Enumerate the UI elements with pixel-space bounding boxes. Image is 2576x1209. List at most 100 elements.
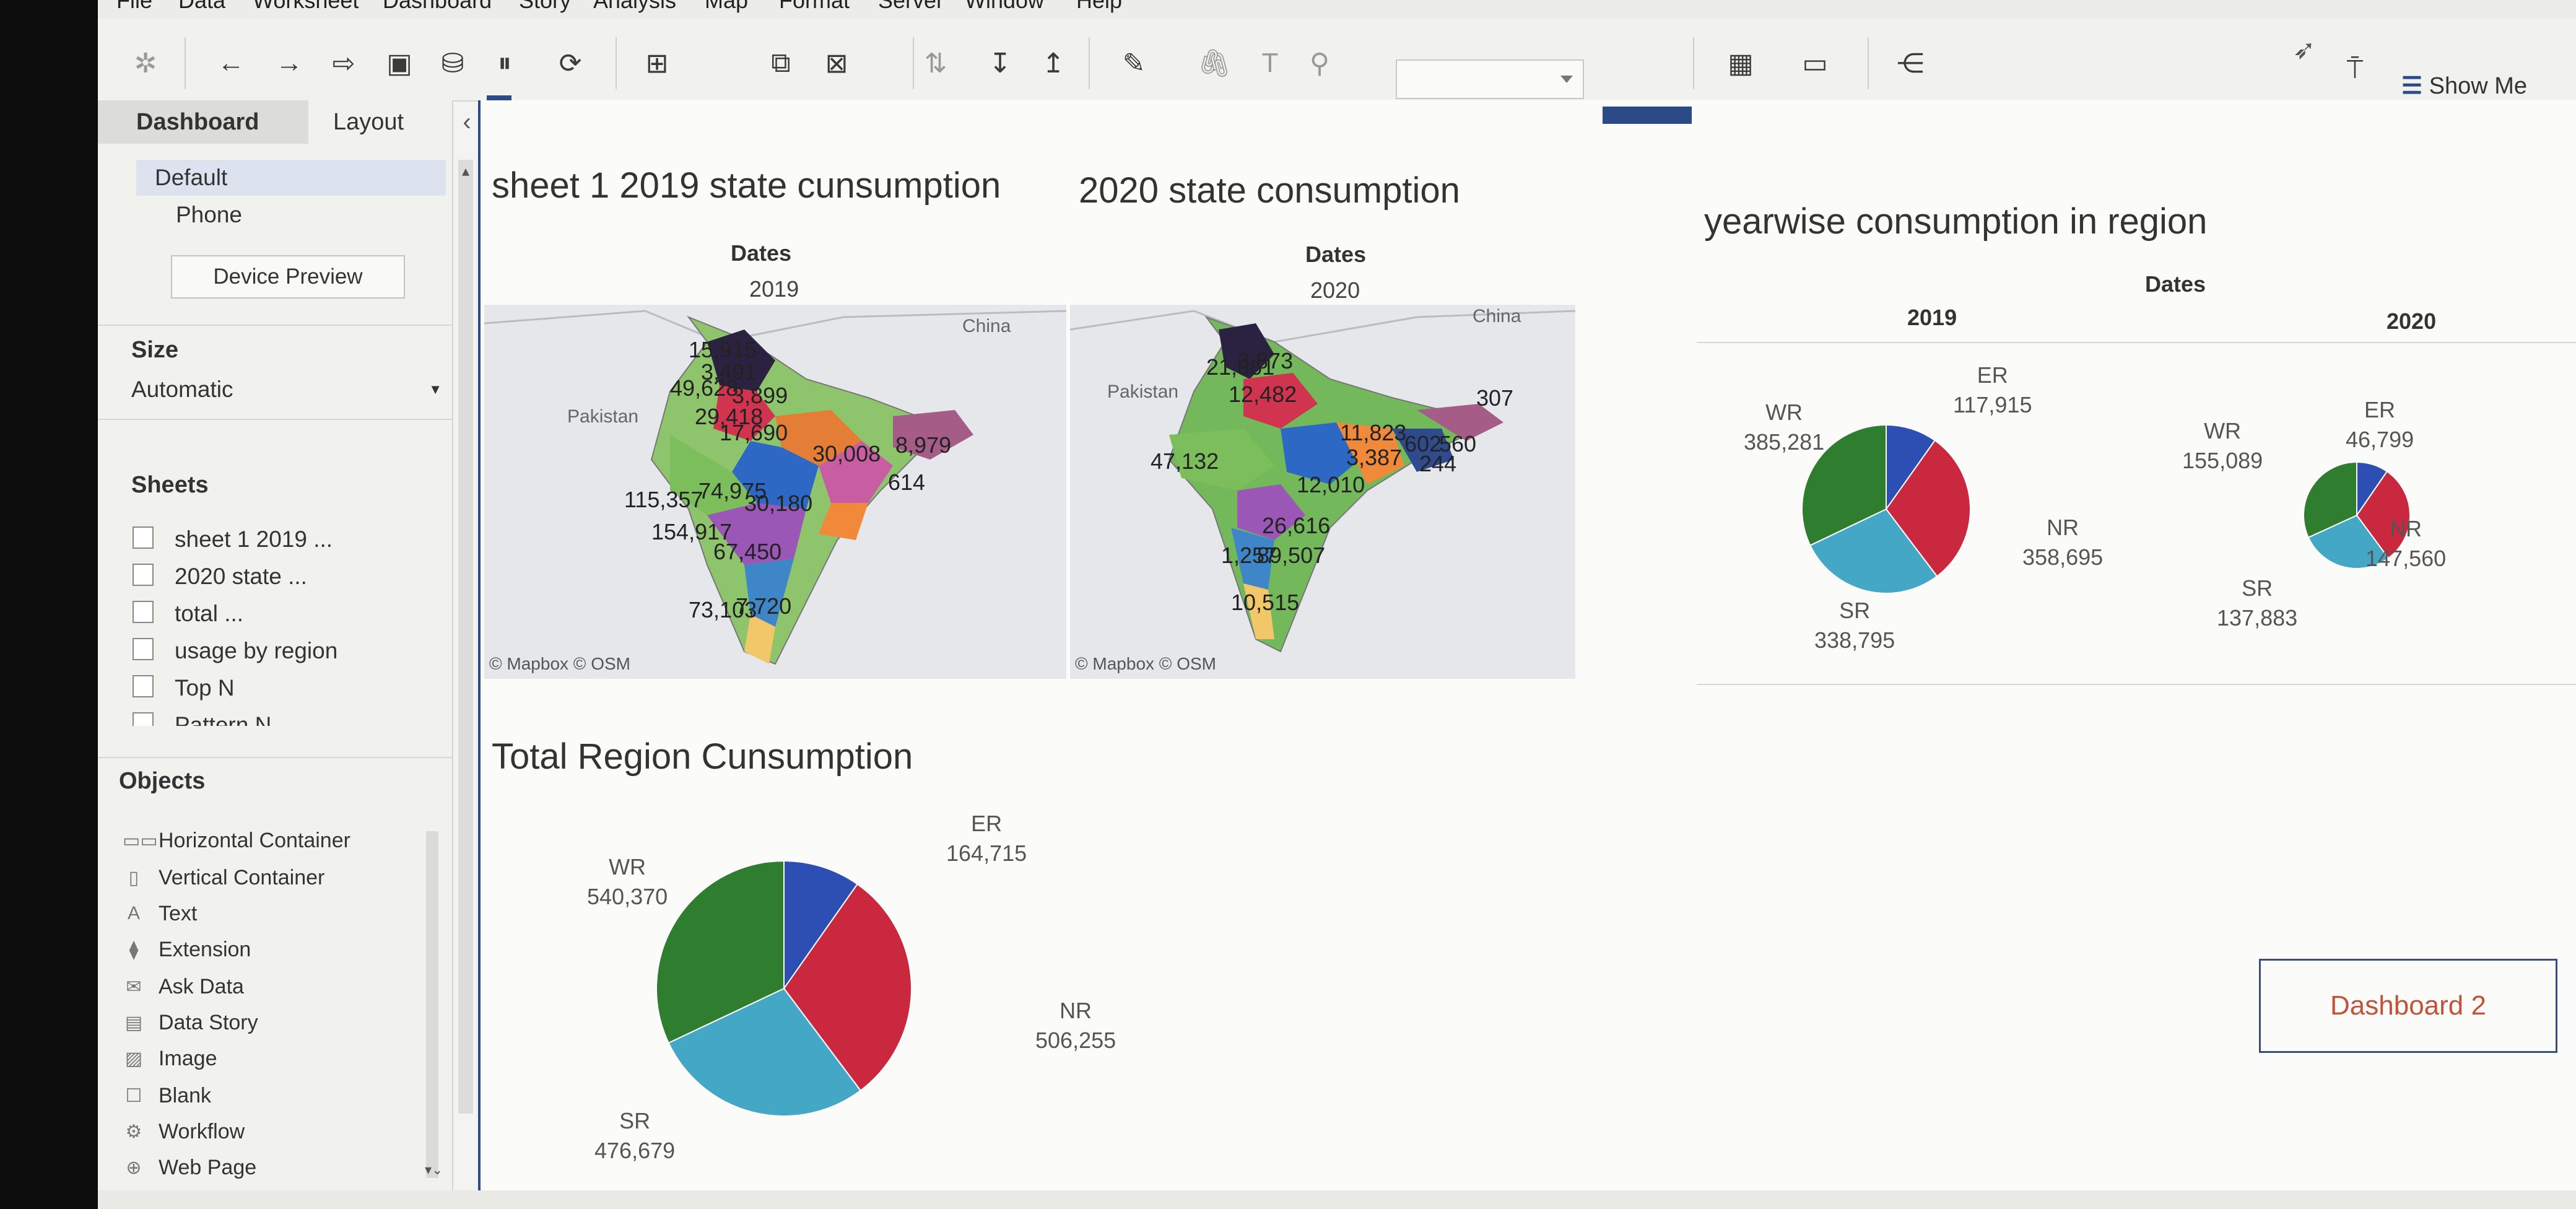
left-panel: Dashboard Layout ‹ ✕ ▾ Default Phone Dev…: [98, 95, 511, 1209]
device-preview-button[interactable]: Device Preview: [171, 255, 405, 299]
replay-icon[interactable]: ⇨: [332, 48, 355, 79]
menu-server[interactable]: Server: [878, 0, 944, 13]
show-me-button[interactable]: ☰ Show Me: [2401, 72, 2527, 100]
undo-icon[interactable]: ←: [217, 48, 245, 78]
pie-slice-nr[interactable]: [783, 883, 912, 1092]
sheet-item-label: Pattern N: [175, 712, 272, 726]
menu-help[interactable]: Help: [1076, 0, 1123, 13]
duplicate-icon[interactable]: ⧉: [771, 48, 791, 78]
pie-2020-value-wr: 155,089: [2182, 448, 2263, 473]
object-text[interactable]: A Text: [98, 898, 420, 930]
map-value-label: 3,491: [701, 359, 757, 385]
object-workflow[interactable]: ⚙ Workflow: [98, 1116, 420, 1148]
new-datasource-icon[interactable]: ⛁: [441, 48, 464, 79]
pin-icon[interactable]: ⚲: [1309, 48, 1330, 79]
sheet-item[interactable]: usage by region: [98, 635, 452, 669]
pie-slice-nr[interactable]: [1885, 439, 1971, 577]
map-2020[interactable]: Pakistan China 21,861 3,873 12,482 307 4…: [1070, 305, 1575, 679]
menu-format[interactable]: Format: [779, 0, 850, 13]
map-2020-shape: [1070, 310, 1575, 653]
drag-handle[interactable]: [1603, 107, 1692, 124]
size-dropdown[interactable]: Automatic ▼: [131, 375, 447, 406]
device-phone[interactable]: Phone: [176, 202, 242, 227]
object-vertical-container[interactable]: ▯ Vertical Container: [98, 862, 420, 894]
scroll-down-icon[interactable]: ▾⌄: [425, 1162, 443, 1177]
menu-story[interactable]: Story: [519, 0, 572, 13]
object-horizontal-container[interactable]: ▭▭ Horizontal Container: [98, 825, 420, 857]
object-label: Workflow: [159, 1120, 245, 1143]
menu-map[interactable]: Map: [705, 0, 749, 13]
map-credit: © Mapbox © OSM: [1075, 654, 1216, 673]
object-extension[interactable]: ⧫ Extension: [98, 934, 420, 966]
menu-window[interactable]: Window: [965, 0, 1045, 13]
pie-slice-wr[interactable]: [656, 860, 785, 1044]
pause-icon[interactable]: ⏸: [498, 48, 511, 78]
collapse-panel-icon[interactable]: ‹: [463, 108, 471, 136]
tab-dashboard[interactable]: Dashboard: [98, 100, 308, 144]
object-ask-data[interactable]: ✉ Ask Data: [98, 971, 420, 1003]
refresh-icon[interactable]: ⟳: [559, 48, 582, 79]
sheet-item[interactable]: Pattern N: [98, 710, 452, 726]
pie-slice-wr[interactable]: [1801, 424, 1887, 546]
paint-roller-icon[interactable]: ⍑: [2346, 54, 2364, 84]
tableau-logo-icon[interactable]: ✲: [134, 48, 157, 79]
objects-scrollbar[interactable]: [426, 831, 438, 1178]
object-blank[interactable]: ☐ Blank: [98, 1080, 420, 1112]
menu-data[interactable]: Data: [178, 0, 226, 13]
view-size-icon[interactable]: ▦: [1728, 48, 1754, 79]
menu-worksheet[interactable]: Worksheet: [253, 0, 359, 13]
pie-slice-nr[interactable]: [2356, 470, 2411, 559]
workflow-icon: ⚙: [125, 1122, 142, 1142]
label-icon[interactable]: T: [1261, 48, 1279, 78]
left-panel-scrollbar[interactable]: [458, 160, 473, 1114]
map-value-label: 67,450: [713, 539, 782, 564]
menu-dashboard[interactable]: Dashboard: [383, 0, 492, 13]
sheet-item-label: 2020 state ...: [175, 564, 307, 589]
tab-layout[interactable]: Layout: [308, 100, 451, 144]
highlight-icon[interactable]: ✎: [1122, 48, 1146, 79]
object-data-story[interactable]: ▤ Data Story: [98, 1007, 420, 1039]
scroll-up-icon[interactable]: ▴: [461, 163, 470, 180]
menu-analysis[interactable]: Analysis: [593, 0, 677, 13]
sheet2-year: 2020: [1310, 277, 1360, 303]
presentation-icon[interactable]: ▭: [1802, 48, 1828, 79]
save-icon[interactable]: ▣: [386, 48, 412, 79]
object-web-page[interactable]: ⊕ Web Page: [98, 1152, 420, 1184]
ask-data-icon: ✉: [126, 977, 142, 997]
pie-slice-er[interactable]: [1886, 424, 1936, 512]
map-value-label: 12,010: [1297, 472, 1365, 497]
pie-slice-er[interactable]: [783, 860, 858, 991]
sheet-item[interactable]: total ...: [98, 598, 452, 632]
object-image[interactable]: ▨ Image: [98, 1043, 420, 1075]
sheet-item[interactable]: 2020 state ...: [98, 561, 452, 595]
sort-asc-icon[interactable]: ↧: [988, 48, 1012, 79]
group-icon[interactable]: 🖇: [1197, 48, 1232, 79]
pie-total-label-nr: NR 506,255: [1035, 998, 1116, 1053]
fit-dropdown[interactable]: [1396, 59, 1584, 99]
pie-slice-sr[interactable]: [1809, 508, 1938, 594]
pie-2020[interactable]: [2301, 460, 2413, 574]
sheet-item[interactable]: sheet 1 2019 ...: [98, 524, 452, 557]
pie-total[interactable]: [654, 858, 914, 1122]
share-icon[interactable]: ⋲: [1897, 48, 1924, 79]
dashboard2-navigation-button[interactable]: Dashboard 2: [2259, 959, 2557, 1053]
object-label: Web Page: [159, 1156, 257, 1179]
pie-2020-value-er: 46,799: [2346, 427, 2414, 452]
worksheet-icon: [133, 712, 154, 726]
swap-icon[interactable]: ⇅: [924, 48, 947, 79]
pie-slice-wr[interactable]: [2303, 461, 2357, 539]
map-value-label: 73,103: [689, 597, 757, 622]
pie-2019[interactable]: [1799, 422, 1973, 599]
clear-sheet-icon[interactable]: ⊠: [825, 48, 848, 79]
sort-desc-icon[interactable]: ↥: [1042, 48, 1065, 79]
map-2019[interactable]: Pakistan China 15,915 3,491 49,628 3,899…: [484, 305, 1066, 679]
menu-file[interactable]: File: [116, 0, 153, 13]
sheet-item[interactable]: Top N: [98, 673, 452, 706]
pie-total-label-wr: WR 540,370: [587, 854, 668, 909]
redo-icon[interactable]: →: [276, 48, 303, 78]
size-section-title: Size: [131, 337, 179, 363]
toolbar-separator: [185, 37, 186, 89]
map-value-label: 10,515: [1231, 590, 1300, 615]
new-worksheet-icon[interactable]: ⊞: [645, 48, 669, 79]
device-default-row[interactable]: Default: [136, 160, 446, 196]
